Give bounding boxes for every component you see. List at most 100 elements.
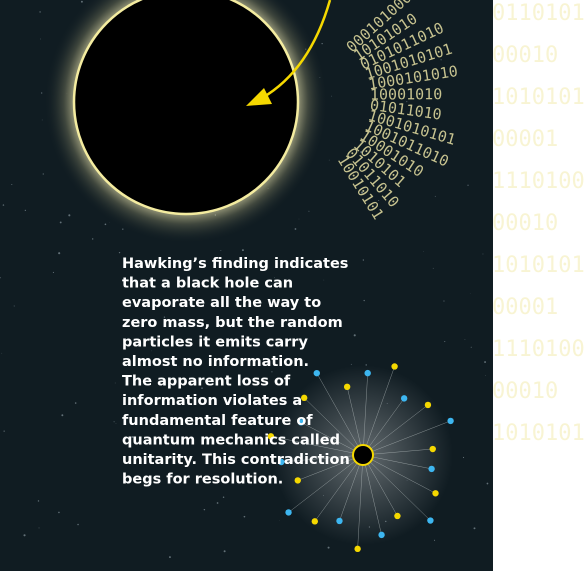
star [114, 421, 115, 422]
star [220, 250, 221, 251]
star [299, 219, 300, 220]
particle [430, 446, 436, 452]
particle [344, 384, 350, 390]
caption-line: evaporate all the way to [122, 295, 321, 311]
star [105, 224, 107, 226]
black-hole [74, 0, 298, 214]
star [324, 280, 325, 281]
star [43, 173, 44, 174]
side-binary-text: 00010 [492, 43, 558, 68]
star [435, 196, 436, 197]
star [485, 375, 486, 376]
star [465, 339, 466, 340]
star [328, 547, 330, 549]
caption-line: information violates a [122, 393, 302, 409]
star [60, 221, 62, 223]
star [58, 252, 60, 254]
side-binary-text: 00001 [492, 127, 558, 152]
star [11, 184, 12, 185]
particle [432, 490, 438, 496]
particle [364, 370, 370, 376]
star [92, 238, 93, 239]
star [2, 353, 3, 354]
star [467, 185, 468, 186]
star [3, 204, 4, 205]
star [423, 251, 424, 252]
star [474, 527, 476, 529]
star [41, 92, 42, 93]
particle [425, 402, 431, 408]
star [244, 516, 246, 518]
star [53, 272, 54, 273]
particle [401, 395, 407, 401]
illustration: 0110101 00010 1010101 00001 1110100 00010 1010… [0, 0, 587, 571]
star [39, 528, 40, 529]
star [443, 300, 444, 301]
side-binary-text: 1110100 [492, 337, 585, 362]
side-binary-text: 1010101 [492, 253, 585, 278]
side-binary-text: 00001 [492, 295, 558, 320]
particle [314, 370, 320, 376]
star [115, 383, 116, 384]
star [42, 120, 43, 121]
star [58, 512, 60, 514]
side-binary-text: 1110100 [492, 169, 585, 194]
star [223, 496, 224, 497]
star [68, 214, 70, 216]
star [169, 556, 171, 558]
star [81, 1, 83, 3]
star [308, 211, 309, 212]
star [25, 210, 26, 211]
star [354, 334, 356, 336]
particle [427, 517, 433, 523]
core [353, 445, 373, 465]
star [217, 502, 219, 504]
caption-line: fundamental feature of [122, 413, 313, 429]
particle [312, 518, 318, 524]
star [331, 96, 332, 97]
caption-line: Hawking’s finding indicates [122, 256, 348, 272]
caption-line: zero mass, but the random [122, 315, 343, 331]
particle [336, 518, 342, 524]
star [271, 371, 272, 372]
particle [285, 509, 291, 515]
particle [428, 466, 434, 472]
star [329, 160, 330, 161]
star [242, 249, 244, 251]
star [295, 228, 297, 230]
star [116, 423, 117, 424]
star [152, 351, 153, 352]
particle [394, 513, 400, 519]
star [14, 306, 15, 307]
star [363, 300, 364, 301]
star [75, 402, 77, 404]
star [433, 268, 434, 269]
star [463, 457, 464, 458]
particle [295, 477, 301, 483]
star [471, 347, 472, 348]
star [351, 364, 352, 365]
caption-line: particles it emits carry [122, 334, 308, 350]
star [434, 540, 435, 541]
star [444, 341, 445, 342]
star [77, 524, 79, 526]
caption-line: unitarity. This contradiction [122, 452, 350, 468]
caption-line: The apparent loss of [122, 374, 291, 390]
star [61, 414, 63, 416]
star [204, 509, 205, 510]
star [38, 500, 39, 501]
particle [354, 546, 360, 552]
side-binary-text: 1010101 [492, 421, 585, 446]
star [119, 252, 120, 253]
particle [378, 532, 384, 538]
star [363, 259, 364, 260]
star [23, 534, 25, 536]
side-binary-text: 0110101 [492, 1, 585, 26]
star [39, 11, 40, 12]
particle [391, 363, 397, 369]
caption-line: begs for resolution. [122, 472, 283, 488]
side-binary-text: 00010 [492, 211, 558, 236]
star [321, 43, 322, 44]
star [483, 254, 484, 255]
side-binary-text: 1010101 [492, 85, 585, 110]
